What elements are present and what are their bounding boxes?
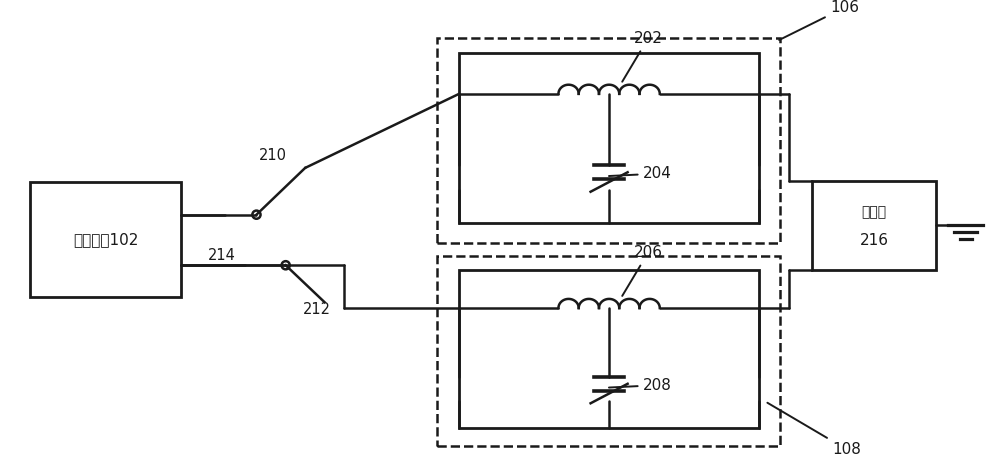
Text: 206: 206 — [622, 246, 662, 296]
Text: 204: 204 — [609, 166, 672, 181]
Bar — [812, 180, 936, 270]
Text: 106: 106 — [779, 0, 859, 40]
Text: 212: 212 — [303, 302, 331, 317]
Bar — [437, 256, 780, 445]
Text: 108: 108 — [767, 403, 861, 457]
Bar — [459, 53, 759, 223]
Text: 210: 210 — [258, 148, 286, 163]
Text: 208: 208 — [609, 378, 672, 392]
Text: 202: 202 — [622, 31, 662, 82]
Text: 晋体管: 晋体管 — [862, 205, 887, 219]
Bar — [30, 182, 181, 298]
Bar — [437, 38, 780, 243]
Text: 214: 214 — [208, 248, 236, 263]
Bar — [459, 270, 759, 428]
Text: 电源模块102: 电源模块102 — [73, 232, 139, 247]
Text: 216: 216 — [860, 233, 889, 248]
